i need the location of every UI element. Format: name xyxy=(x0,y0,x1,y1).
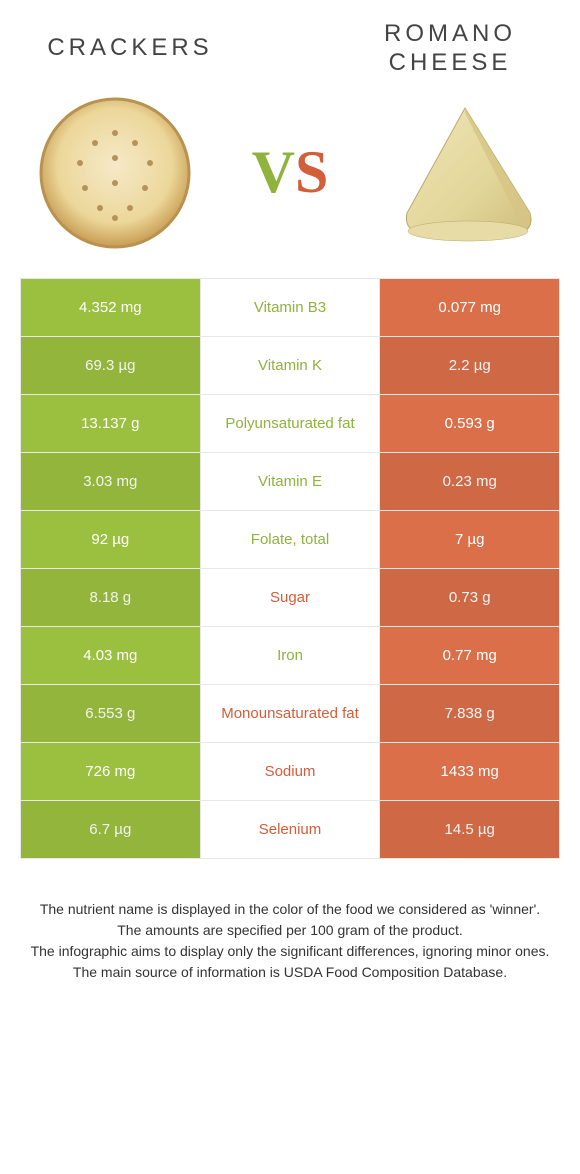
left-value: 92 µg xyxy=(21,510,201,568)
left-value: 4.352 mg xyxy=(21,278,201,336)
left-value: 69.3 µg xyxy=(21,336,201,394)
nutrient-name: Monounsaturated fat xyxy=(200,684,380,742)
nutrient-row: 6.553 gMonounsaturated fat7.838 g xyxy=(21,684,560,742)
comparison-header: Crackers Romano Cheese xyxy=(0,0,580,78)
cheese-icon xyxy=(380,88,550,258)
nutrient-row: 8.18 gSugar0.73 g xyxy=(21,568,560,626)
left-value: 726 mg xyxy=(21,742,201,800)
left-value: 6.7 µg xyxy=(21,800,201,858)
right-value: 14.5 µg xyxy=(380,800,560,858)
nutrient-name: Folate, total xyxy=(200,510,380,568)
nutrient-row: 69.3 µgVitamin K2.2 µg xyxy=(21,336,560,394)
nutrient-row: 726 mgSodium1433 mg xyxy=(21,742,560,800)
vs-v: V xyxy=(252,139,295,205)
nutrient-row: 13.137 gPolyunsaturated fat0.593 g xyxy=(21,394,560,452)
right-value: 0.23 mg xyxy=(380,452,560,510)
nutrient-row: 6.7 µgSelenium14.5 µg xyxy=(21,800,560,858)
nutrient-name: Sodium xyxy=(200,742,380,800)
nutrient-name: Sugar xyxy=(200,568,380,626)
right-value: 0.077 mg xyxy=(380,278,560,336)
left-value: 4.03 mg xyxy=(21,626,201,684)
left-value: 8.18 g xyxy=(21,568,201,626)
nutrient-row: 3.03 mgVitamin E0.23 mg xyxy=(21,452,560,510)
right-value: 7.838 g xyxy=(380,684,560,742)
image-row: VS xyxy=(0,78,580,278)
food-left-title: Crackers xyxy=(30,34,230,63)
footnote-line: The nutrient name is displayed in the co… xyxy=(30,899,550,920)
right-value: 0.77 mg xyxy=(380,626,560,684)
nutrient-name: Polyunsaturated fat xyxy=(200,394,380,452)
footnote-line: The amounts are specified per 100 gram o… xyxy=(30,920,550,941)
vs-s: S xyxy=(295,139,328,205)
nutrient-row: 92 µgFolate, total7 µg xyxy=(21,510,560,568)
nutrient-name: Iron xyxy=(200,626,380,684)
right-value: 7 µg xyxy=(380,510,560,568)
footnote-line: The infographic aims to display only the… xyxy=(30,941,550,962)
food-right-title: Romano Cheese xyxy=(350,20,550,78)
right-value: 0.73 g xyxy=(380,568,560,626)
left-value: 3.03 mg xyxy=(21,452,201,510)
right-value: 0.593 g xyxy=(380,394,560,452)
nutrient-name: Selenium xyxy=(200,800,380,858)
nutrient-row: 4.352 mgVitamin B30.077 mg xyxy=(21,278,560,336)
left-value: 6.553 g xyxy=(21,684,201,742)
footnotes: The nutrient name is displayed in the co… xyxy=(0,899,580,983)
nutrient-name: Vitamin K xyxy=(200,336,380,394)
right-value: 2.2 µg xyxy=(380,336,560,394)
cracker-icon xyxy=(30,88,200,258)
nutrient-name: Vitamin E xyxy=(200,452,380,510)
nutrient-row: 4.03 mgIron0.77 mg xyxy=(21,626,560,684)
vs-label: VS xyxy=(252,138,329,207)
right-value: 1433 mg xyxy=(380,742,560,800)
left-value: 13.137 g xyxy=(21,394,201,452)
nutrient-name: Vitamin B3 xyxy=(200,278,380,336)
nutrient-table: 4.352 mgVitamin B30.077 mg69.3 µgVitamin… xyxy=(20,278,560,859)
footnote-line: The main source of information is USDA F… xyxy=(30,962,550,983)
